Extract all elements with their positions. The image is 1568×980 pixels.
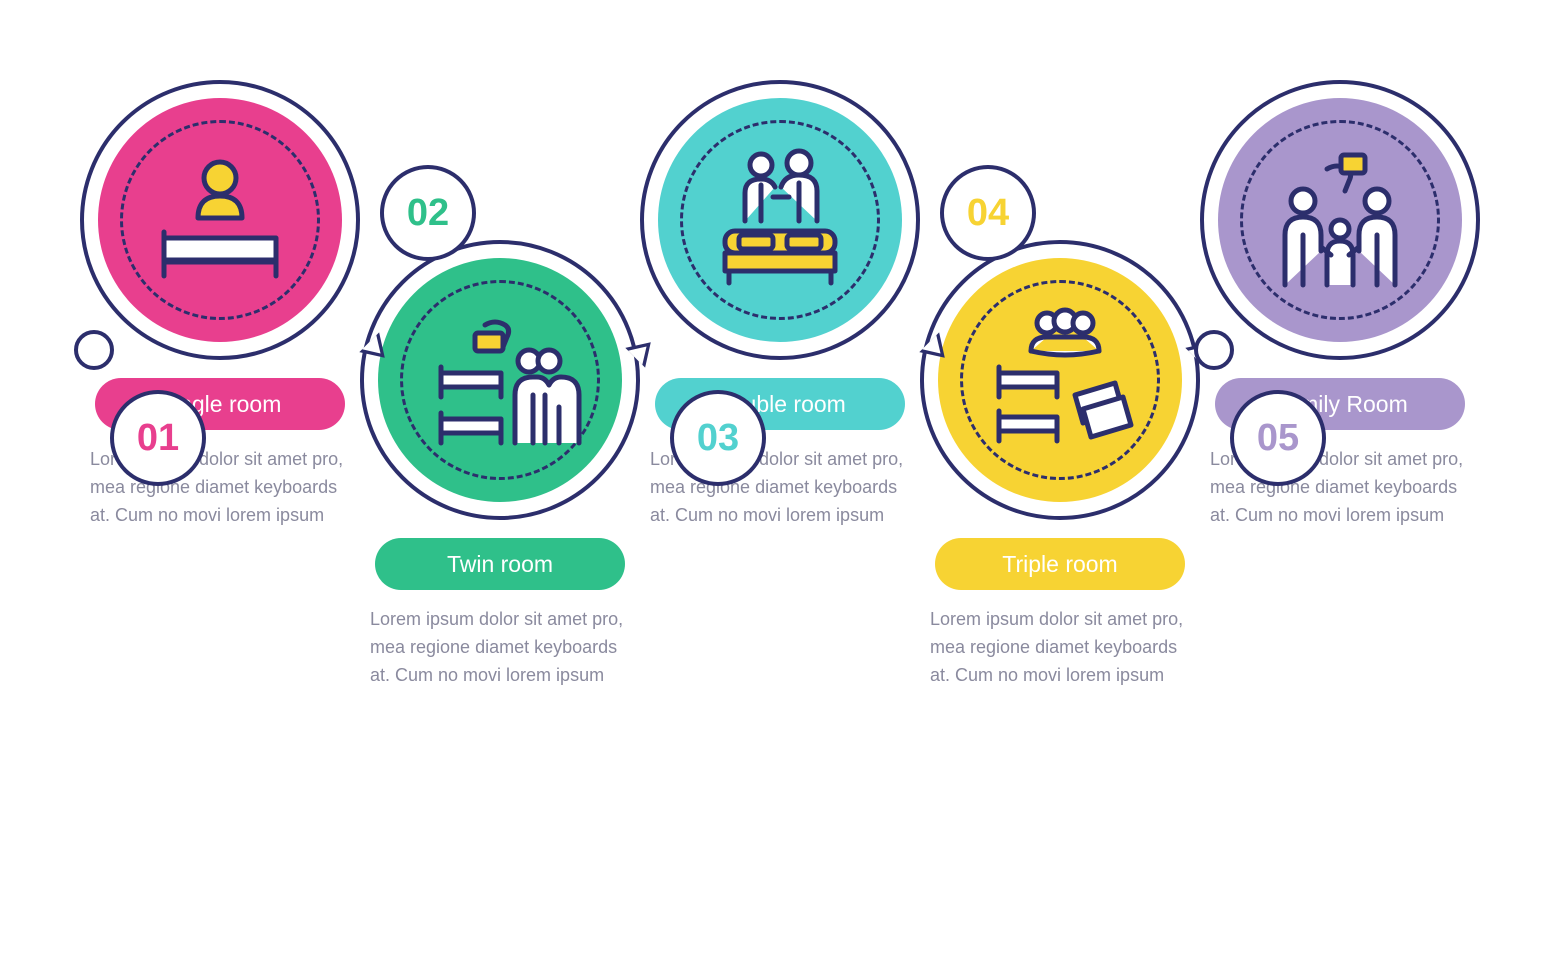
circle-double [640, 80, 920, 360]
circle-triple [920, 240, 1200, 520]
desc-triple: Lorem ipsum dolor sit amet pro, mea regi… [930, 606, 1190, 690]
circle-family [1200, 80, 1480, 360]
connector-knob [74, 330, 114, 370]
room-item-triple: Triple room Lorem ipsum dolor sit amet p… [920, 240, 1200, 690]
number-badge-3: 03 [670, 390, 766, 486]
twin-bed-icon [360, 240, 640, 520]
single-bed-icon [80, 80, 360, 360]
label-twin: Twin room [375, 538, 625, 590]
room-item-twin: Twin room Lorem ipsum dolor sit amet pro… [360, 240, 640, 690]
label-triple: Triple room [935, 538, 1185, 590]
double-bed-icon [640, 80, 920, 360]
circle-twin [360, 240, 640, 520]
number-badge-4: 04 [940, 165, 1036, 261]
number-badge-5: 05 [1230, 390, 1326, 486]
family-icon [1200, 80, 1480, 360]
number-badge-1: 01 [110, 390, 206, 486]
circle-single [80, 80, 360, 360]
triple-bed-icon [920, 240, 1200, 520]
desc-twin: Lorem ipsum dolor sit amet pro, mea regi… [370, 606, 630, 690]
infographic-stage: Single room Lorem ipsum dolor sit amet p… [80, 60, 1488, 920]
number-badge-2: 02 [380, 165, 476, 261]
connector-knob [1194, 330, 1234, 370]
